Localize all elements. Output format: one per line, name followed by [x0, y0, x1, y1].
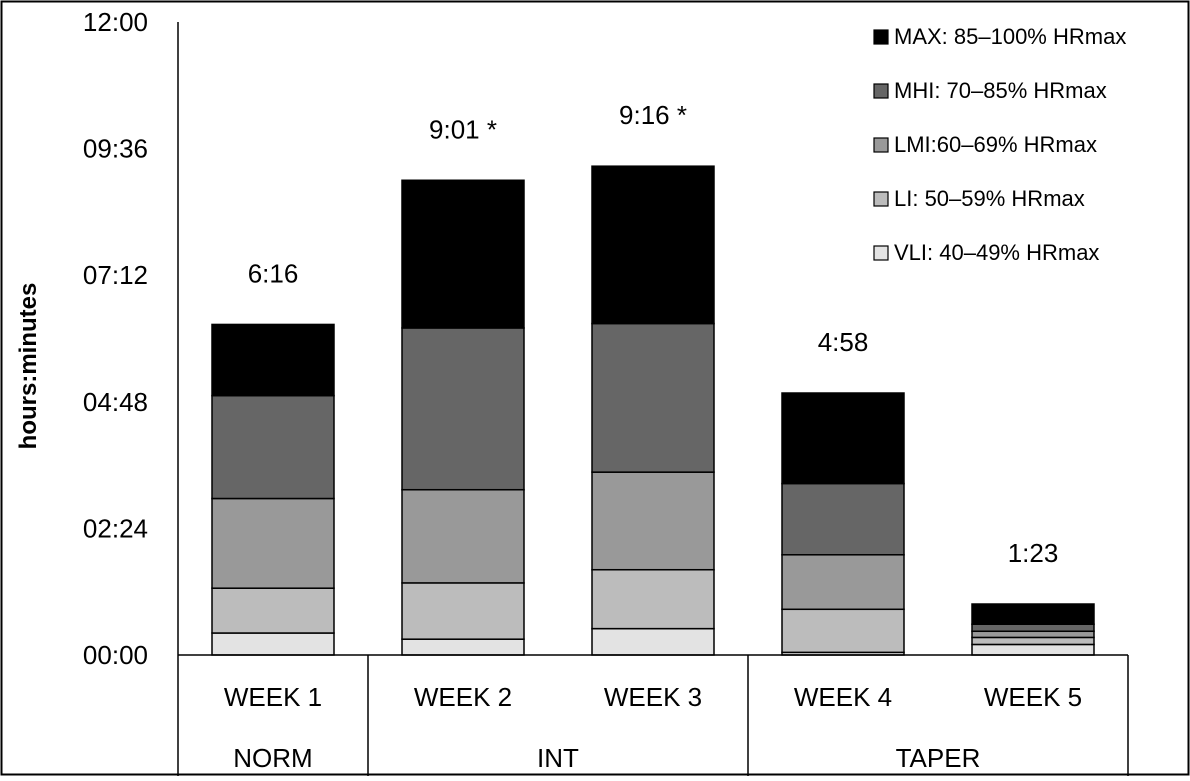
- bar-segment: [781, 482, 905, 556]
- bar-segment: [401, 638, 525, 656]
- x-tick-label: WEEK 2: [414, 682, 512, 712]
- bar-segment: [781, 392, 905, 485]
- bar-segment: [591, 322, 715, 473]
- legend-swatch: [873, 137, 889, 153]
- group-label: NORM: [233, 743, 312, 773]
- bar-segment: [211, 394, 335, 500]
- bar-segment: [591, 627, 715, 656]
- bar-total-label: 4:58: [818, 327, 869, 357]
- bar-segment: [211, 497, 335, 589]
- bar-segment: [781, 554, 905, 611]
- legend-swatch: [873, 29, 889, 45]
- legend-label: VLI: 40–49% HRmax: [894, 240, 1099, 265]
- bar-total-label: 6:16: [248, 258, 299, 288]
- y-tick-label: 07:12: [83, 260, 148, 290]
- y-tick-label: 02:24: [83, 513, 148, 543]
- bar-segment: [401, 582, 525, 640]
- bar-totals: 6:16 9:01 * 9:16 * 4:58 1:23: [248, 100, 1059, 568]
- x-axis: NORM INT TAPER WEEK 1 WEEK 2 WEEK 3 WEEK 4 WEEK…: [177, 654, 1129, 776]
- legend-swatch: [873, 83, 889, 99]
- bar-segment: [211, 323, 335, 397]
- group-label: INT: [537, 743, 579, 773]
- y-tick-label: 04:48: [83, 387, 148, 417]
- bar-total-label: 1:23: [1008, 538, 1059, 568]
- legend-label: MAX: 85–100% HRmax: [894, 24, 1126, 49]
- bar-segment: [971, 623, 1095, 633]
- y-axis: 00:00 02:24 04:48 07:12 09:36 12:00: [83, 7, 179, 670]
- x-tick-label: WEEK 3: [604, 682, 702, 712]
- legend: MAX: 85–100% HRmax MHI: 70–85% HRmax LMI:6…: [873, 24, 1126, 265]
- bar-segment: [591, 165, 715, 325]
- legend-swatch: [873, 191, 889, 207]
- group-label: TAPER: [896, 743, 981, 773]
- bar-segment: [971, 630, 1095, 639]
- bar-segment: [591, 471, 715, 571]
- bar-segment: [781, 608, 905, 654]
- x-tick-label: WEEK 5: [984, 682, 1082, 712]
- bar-segment: [591, 568, 715, 630]
- bar-segment: [971, 636, 1095, 646]
- bar-segment: [401, 327, 525, 491]
- bar-segment: [971, 643, 1095, 656]
- y-tick-label: 09:36: [83, 134, 148, 164]
- legend-label: LI: 50–59% HRmax: [894, 186, 1085, 211]
- y-axis-label: hours:minutes: [15, 283, 42, 450]
- bar-total-label: 9:16 *: [619, 100, 687, 130]
- bar-segment: [971, 603, 1095, 625]
- bar-segment: [211, 587, 335, 634]
- bar-total-label: 9:01 *: [429, 114, 497, 144]
- x-tick-label: WEEK 1: [224, 682, 322, 712]
- legend-label: MHI: 70–85% HRmax: [894, 78, 1107, 103]
- legend-swatch: [873, 245, 889, 261]
- x-tick-label: WEEK 4: [794, 682, 892, 712]
- bars: [211, 165, 1095, 656]
- bar-segment: [401, 179, 525, 329]
- y-tick-label: 00:00: [83, 640, 148, 670]
- bar-segment: [211, 632, 335, 656]
- legend-label: LMI:60–69% HRmax: [894, 132, 1097, 157]
- bar-segment: [401, 488, 525, 584]
- y-tick-label: 12:00: [83, 7, 148, 37]
